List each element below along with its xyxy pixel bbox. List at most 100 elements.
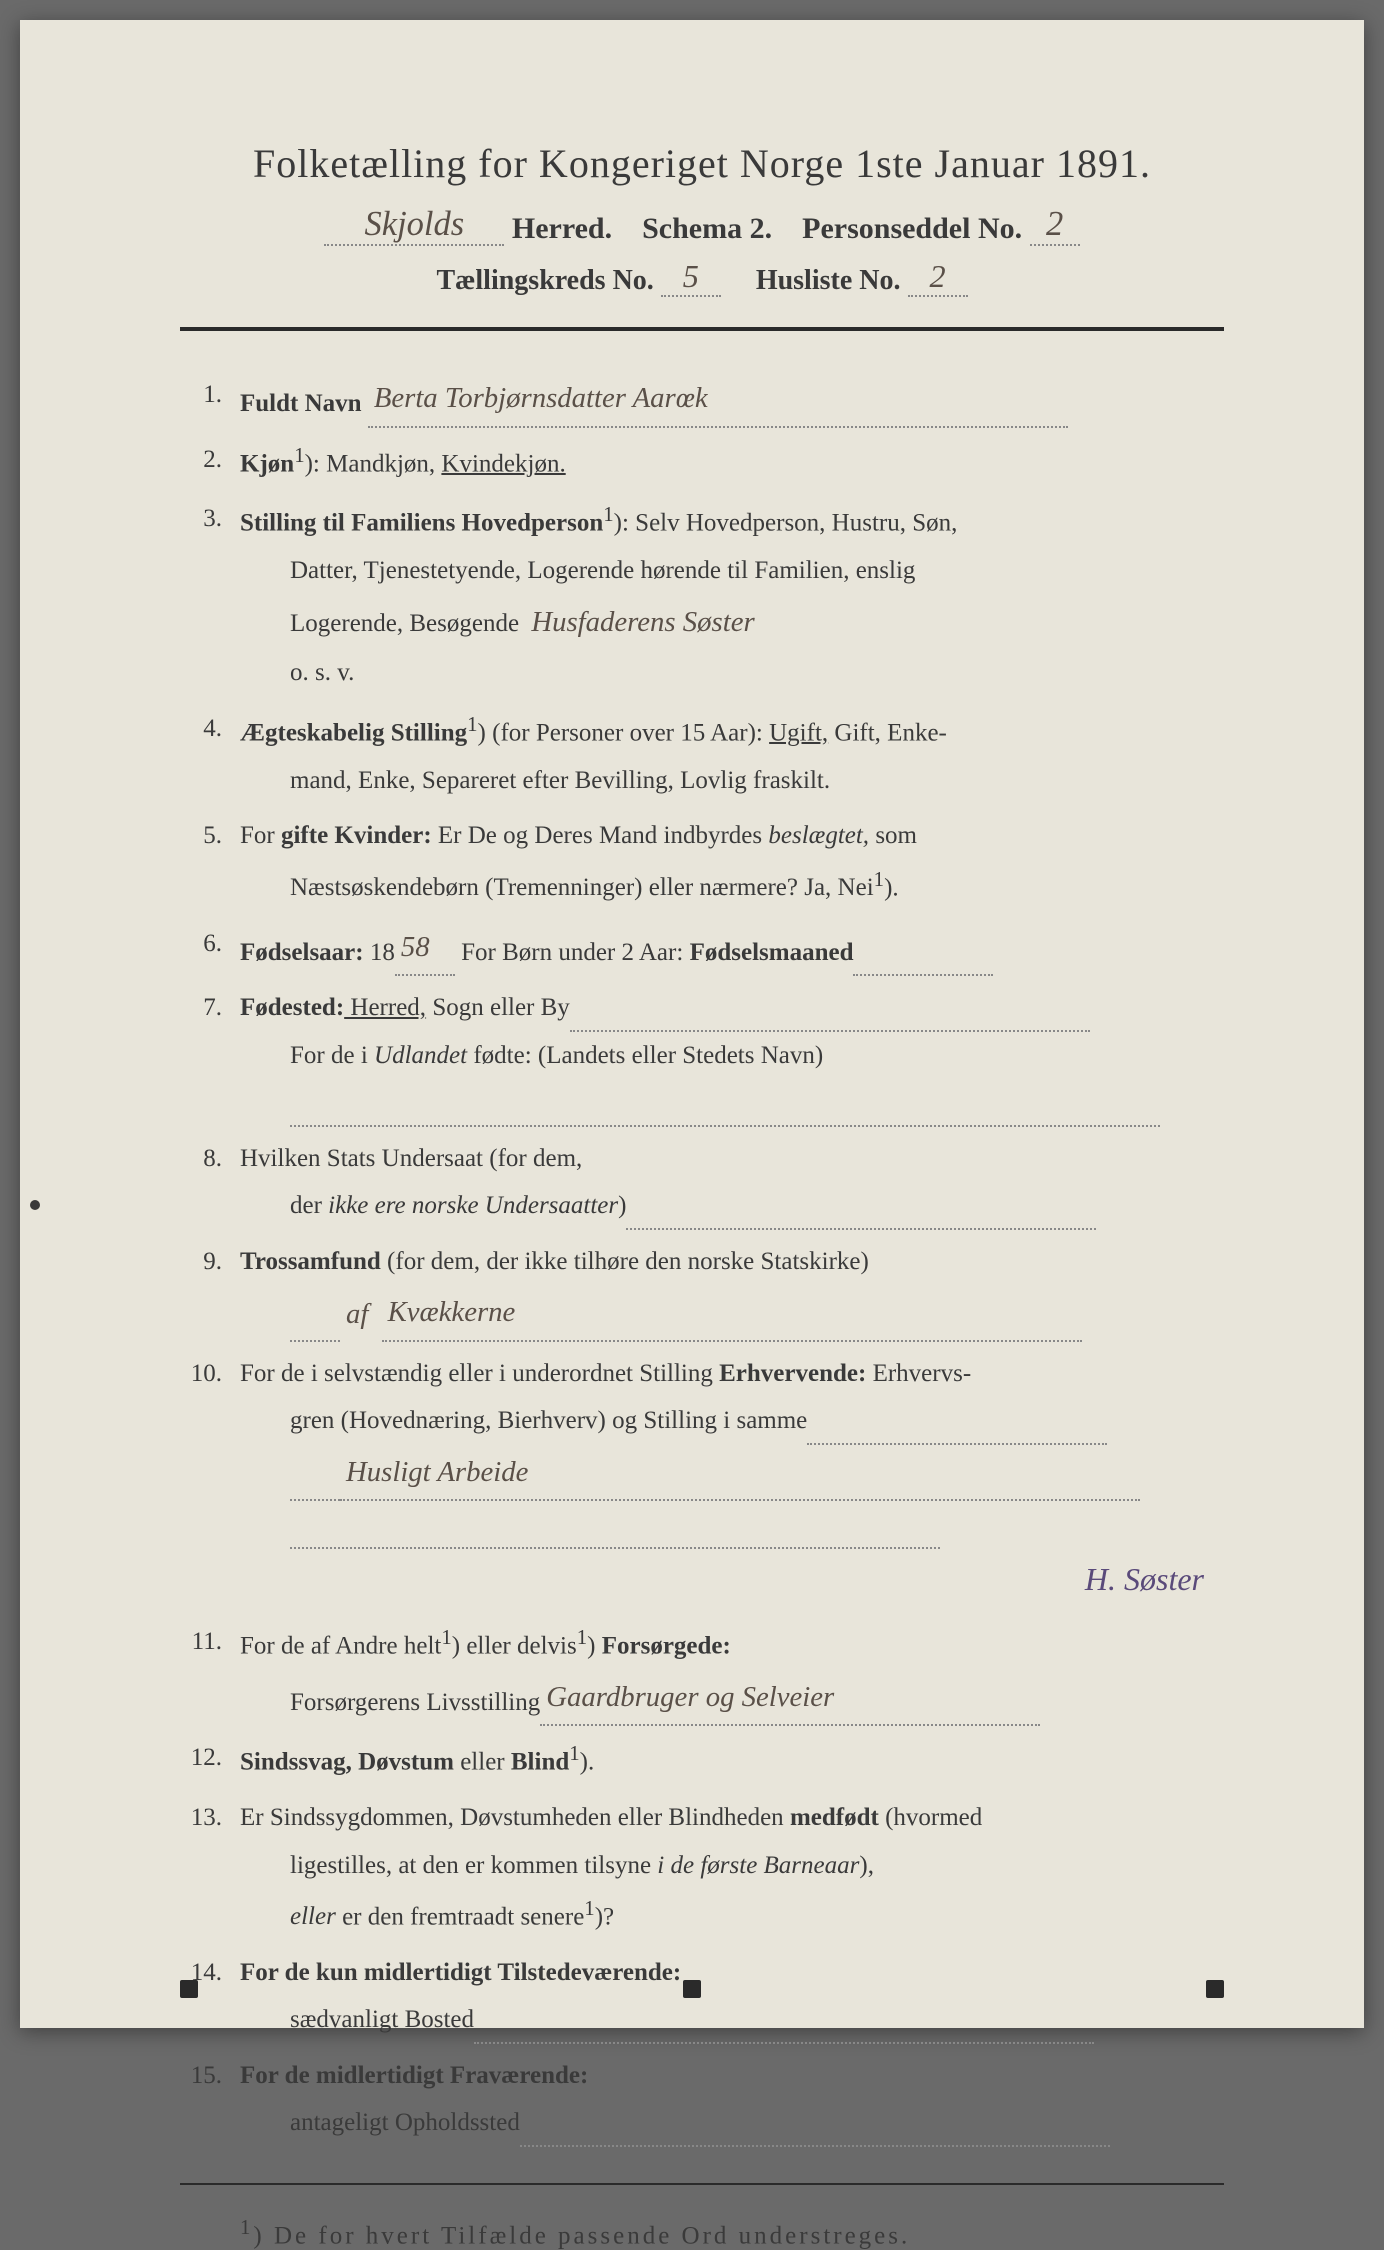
q3-l2: Datter, Tjenestetyende, Logerende hørend… [240,557,915,584]
q10-dots2 [290,1547,940,1549]
item-12: 12. Sindssvag, Døvstum eller Blind1). [180,1734,1224,1786]
q6-l1d: Fødselsmaaned [690,939,854,966]
bottom-rule [180,2183,1224,2185]
item-1: 1. Fuldt Navn Berta Torbjørnsdatter Aarœ… [180,371,1224,428]
q9-label: Trossamfund [240,1248,381,1275]
q12-l1a: Sindssvag, Døvstum [240,1749,454,1776]
q6-l1a: Fødselsaar: [240,939,364,966]
item-13: 13. Er Sindssygdommen, Døvstumheden elle… [180,1794,1224,1941]
q2-label: Kjøn [240,450,294,477]
header-line-2: Skjolds Herred. Schema 2. Personseddel N… [180,205,1224,246]
item-num: 4. [180,705,240,804]
q5-l1a: For [240,822,281,849]
item-2: 2. Kjøn1): Mandkjøn, Kvindekjøn. [180,436,1224,488]
item-5: 5. For gifte Kvinder: Er De og Deres Man… [180,812,1224,911]
q5-sup: 1 [874,867,884,891]
q4-label: Ægteskabelig Stilling [240,719,467,746]
q10-l1a: For de i selvstændig eller i underordnet… [240,1360,719,1387]
husliste-no: 2 [908,258,968,297]
q13-l3b: er den fremtraadt senere [336,1903,584,1930]
q5-l1b: gifte Kvinder: [281,822,432,849]
item-9: 9. Trossamfund (for dem, der ikke tilhør… [180,1238,1224,1342]
q11-l1c: ) [587,1632,602,1659]
q8-l1: Hvilken Stats Undersaat (for dem, [240,1145,582,1172]
q5-l2b: ). [884,874,899,901]
q4-l1a: ) (for Personer over 15 Aar): [478,719,770,746]
q13-l1a: Er Sindssygdommen, Døvstumheden eller Bl… [240,1804,790,1831]
q3-label: Stilling til Familiens Hovedperson [240,510,603,537]
q11-l1d: Forsørgede: [602,1632,731,1659]
q7-ul: Herred, [344,994,426,1021]
item-num: 13. [180,1794,240,1941]
q7-dots1 [570,1030,1090,1032]
q1-handwritten: Berta Torbjørnsdatter Aarœk [368,371,1068,428]
q7-l2a: For de i [240,1042,374,1069]
item-4: 4. Ægteskabelig Stilling1) (for Personer… [180,705,1224,804]
top-rule [180,327,1224,331]
form-header: Folketælling for Kongeriget Norge 1ste J… [180,140,1224,297]
q11-l1a: For de af Andre helt [240,1632,441,1659]
q6-hw: 58 [395,920,455,977]
q3-l3a: Logerende, Besøgende [240,610,525,637]
q8-l2b: ikke ere norske Undersaatter [328,1192,618,1219]
kreds-no: 5 [661,258,721,297]
main-title: Folketælling for Kongeriget Norge 1ste J… [180,140,1224,187]
q8-l2a: der [240,1192,328,1219]
item-num: 9. [180,1238,240,1342]
item-num: 15. [180,2052,240,2147]
q2-sup: 1 [294,443,304,467]
q12-l1b: eller [454,1749,511,1776]
item-num: 12. [180,1734,240,1786]
q6-dots [853,974,993,976]
census-form-page: Folketælling for Kongeriget Norge 1ste J… [20,20,1364,2028]
kreds-label: Tællingskreds No. [436,265,653,296]
q8-l2c: ) [618,1192,626,1219]
personseddel-label: Personseddel No. [802,212,1022,245]
husliste-label: Husliste No. [756,265,901,296]
q4-l2: mand, Enke, Separeret efter Bevilling, L… [240,767,830,794]
item-num: 1. [180,371,240,428]
q10-l1c: Erhvervs- [866,1360,971,1387]
q10-dots-pre [290,1499,340,1501]
item-10: 10. For de i selvstændig eller i underor… [180,1350,1224,1610]
q4-ul: Ugift, [769,719,828,746]
item-15: 15. For de midlertidigt Fraværende: anta… [180,2052,1224,2147]
q13-l2b: i de første Barneaar [657,1852,859,1879]
q13-sup: 1 [584,1896,594,1920]
q12-l1c: Blind [511,1749,569,1776]
q13-l3c: )? [595,1903,614,1930]
q2-underlined: Kvindekjøn. [441,450,565,477]
q3-l4: o. s. v. [240,659,354,686]
q12-sup: 1 [569,1741,579,1765]
item-14: 14. For de kun midlertidigt Tilstedevære… [180,1949,1224,2044]
q14-l2: sædvanligt Bosted [240,2006,474,2033]
footnote-text: ) De for hvert Tilfælde passende Ord und… [253,2222,910,2249]
q12-l1d: ). [580,1749,595,1776]
q13-l1c: (hvormed [879,1804,982,1831]
q11-sup1: 1 [441,1625,451,1649]
q13-l3a: eller [240,1903,336,1930]
q3-handwritten: Husfaderens Søster [525,606,760,638]
q7-l1b: Sogn eller By [426,994,570,1021]
q6-l1c: For Børn under 2 Aar: [455,939,690,966]
q15-dots [520,2145,1110,2147]
item-num: 11. [180,1618,240,1726]
q10-hw: Husligt Arbeide [340,1445,1140,1502]
q4-sup: 1 [467,712,477,736]
q2-opts: ): Mandkjøn, [305,450,442,477]
q13-l2c: ), [859,1852,874,1879]
header-line-3: Tællingskreds No. 5 Husliste No. 2 [180,258,1224,297]
q7-l2c: fødte: (Landets eller Stedets Navn) [467,1042,823,1069]
schema-label: Schema 2. [642,212,772,245]
q3-l1: ): Selv Hovedperson, Hustru, Søn, [614,510,958,537]
q11-l2: Forsørgerens Livsstilling [240,1689,540,1716]
tack-icon [683,1980,701,1998]
item-num: 7. [180,984,240,1127]
q8-dots [626,1228,1096,1230]
q13-l2a: ligestilles, at den er kommen tilsyne [240,1852,657,1879]
q4-l1b: Gift, Enke- [828,719,947,746]
item-num: 6. [180,920,240,977]
q9-l1: (for dem, der ikke tilhøre den norske St… [381,1248,869,1275]
item-7: 7. Fødested: Herred, Sogn eller By For d… [180,984,1224,1127]
q7-l2b: Udlandet [374,1042,467,1069]
